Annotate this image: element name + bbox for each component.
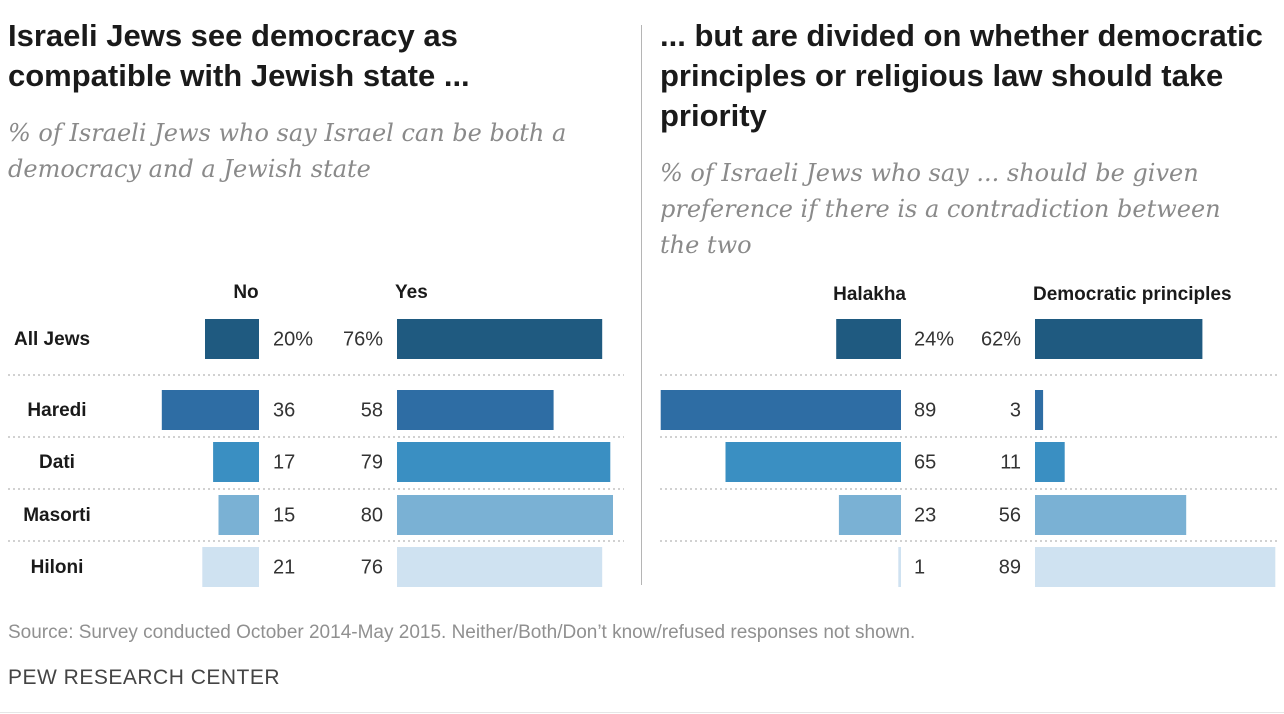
right-bar-halakha bbox=[836, 319, 901, 359]
left-bar-no bbox=[213, 442, 259, 482]
right-value-label: 23 bbox=[914, 504, 936, 526]
right-bar-halakha bbox=[898, 547, 901, 587]
left-value-label: 21 bbox=[273, 556, 295, 578]
left-bar-yes bbox=[397, 495, 613, 535]
right-value-label: 56 bbox=[999, 504, 1021, 526]
category-label: Haredi bbox=[27, 400, 86, 421]
panel-divider bbox=[641, 25, 642, 585]
right-chart-subtitle: % of Israeli Jews who say ... should be … bbox=[660, 159, 1221, 259]
left-bar-yes bbox=[397, 319, 603, 359]
left-bar-no bbox=[202, 547, 259, 587]
right-value-label: 1 bbox=[914, 556, 925, 578]
left-value-label: 36 bbox=[273, 399, 295, 421]
category-label: All Jews bbox=[14, 329, 90, 350]
left-chart-title: Israeli Jews see democracy as compatible… bbox=[8, 18, 470, 93]
category-label: Hiloni bbox=[31, 557, 84, 578]
right-bar-halakha bbox=[838, 495, 901, 535]
brand-label: PEW RESEARCH CENTER bbox=[8, 666, 281, 689]
left-chart-subtitle: % of Israeli Jews who say Israel can be … bbox=[8, 119, 567, 183]
right-bar-halakha bbox=[725, 442, 901, 482]
left-bar-yes bbox=[397, 547, 603, 587]
left-bar-yes bbox=[397, 442, 611, 482]
right-header-democratic-principles: Democratic principles bbox=[1033, 284, 1232, 305]
left-value-label: 76% bbox=[343, 328, 383, 350]
right-value-label: 62% bbox=[981, 328, 1021, 350]
category-label: Masorti bbox=[23, 505, 91, 526]
right-bar-democratic-principles bbox=[1035, 495, 1187, 535]
left-value-label: 80 bbox=[361, 504, 383, 526]
left-bar-no bbox=[218, 495, 259, 535]
left-value-label: 20% bbox=[273, 328, 313, 350]
left-value-label: 79 bbox=[361, 451, 383, 473]
bottom-rule bbox=[0, 712, 1284, 713]
right-bar-democratic-principles bbox=[1035, 390, 1044, 430]
right-bar-democratic-principles bbox=[1035, 319, 1203, 359]
left-header-yes: Yes bbox=[395, 282, 428, 303]
right-bar-democratic-principles bbox=[1035, 547, 1276, 587]
category-label: Dati bbox=[39, 452, 75, 473]
left-bar-no bbox=[161, 390, 259, 430]
right-value-label: 65 bbox=[914, 451, 936, 473]
right-bar-democratic-principles bbox=[1035, 442, 1065, 482]
left-value-label: 58 bbox=[361, 399, 383, 421]
left-value-label: 76 bbox=[361, 556, 383, 578]
left-bar-no bbox=[205, 319, 259, 359]
right-value-label: 89 bbox=[999, 556, 1021, 578]
right-value-label: 11 bbox=[1000, 451, 1021, 473]
right-value-label: 89 bbox=[914, 399, 936, 421]
right-chart-title: ... but are divided on whether democrati… bbox=[660, 18, 1263, 133]
left-value-label: 17 bbox=[273, 451, 295, 473]
right-bar-halakha bbox=[660, 390, 901, 430]
right-header-halakha: Halakha bbox=[833, 284, 906, 305]
right-value-label: 3 bbox=[1010, 399, 1021, 421]
right-value-label: 24% bbox=[914, 328, 954, 350]
left-value-label: 15 bbox=[273, 504, 295, 526]
left-bar-yes bbox=[397, 390, 554, 430]
source-note: Source: Survey conducted October 2014-Ma… bbox=[8, 622, 916, 643]
left-header-no: No bbox=[233, 282, 258, 303]
